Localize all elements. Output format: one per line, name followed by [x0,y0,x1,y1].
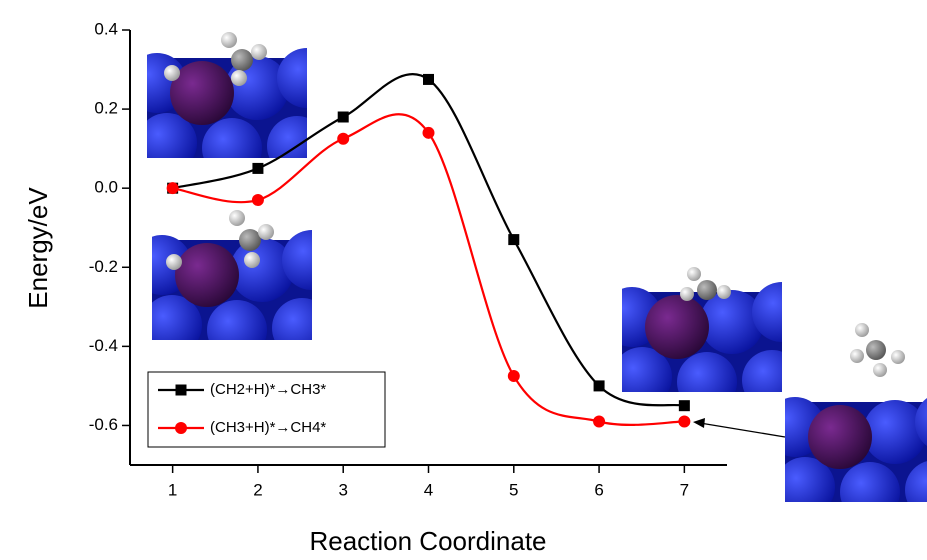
marker [508,234,519,245]
x-tick-label: 2 [253,480,262,499]
legend-label: (CH3+H)*→CH4* [210,419,326,436]
arrow-head [693,418,705,428]
y-tick-label: -0.6 [89,415,118,434]
x-tick-label: 4 [424,480,433,499]
legend-marker [175,422,187,434]
marker [338,112,349,123]
marker [252,163,263,174]
legend-label: (CH2+H)*→CH3* [210,381,326,398]
y-tick-label: 0.2 [94,99,118,118]
marker [679,400,690,411]
y-tick-label: -0.2 [89,257,118,276]
legend: (CH2+H)*→CH3* (CH3+H)*→CH4* [148,372,385,447]
x-tick-label: 5 [509,480,518,499]
marker [593,416,605,428]
marker [252,194,264,206]
structure-inset [127,32,337,178]
marker [594,380,605,391]
legend-marker [176,385,187,396]
marker [508,370,520,382]
ch4-molecule [850,323,905,377]
y-tick-label: 0.0 [94,178,118,197]
y-tick-label: 0.4 [94,19,118,38]
chart: Energy/eV Reaction Coordinate -0.6 -0.4 -0… [0,0,927,560]
arrow [700,423,785,437]
structure-inset [132,210,342,360]
x-axis-title: Reaction Coordinate [309,526,546,556]
x-tick-label: 6 [594,480,603,499]
marker [678,416,690,428]
y-axis-title: Energy/eV [23,187,53,309]
x-tick-label: 3 [338,480,347,499]
marker [423,127,435,139]
marker [167,182,179,194]
x-tick-label: 7 [680,480,689,499]
structure-inset [602,267,812,412]
structure-inset [765,392,927,522]
marker [423,74,434,85]
y-tick-label: -0.4 [89,336,118,355]
marker [337,133,349,145]
x-tick-label: 1 [168,480,177,499]
